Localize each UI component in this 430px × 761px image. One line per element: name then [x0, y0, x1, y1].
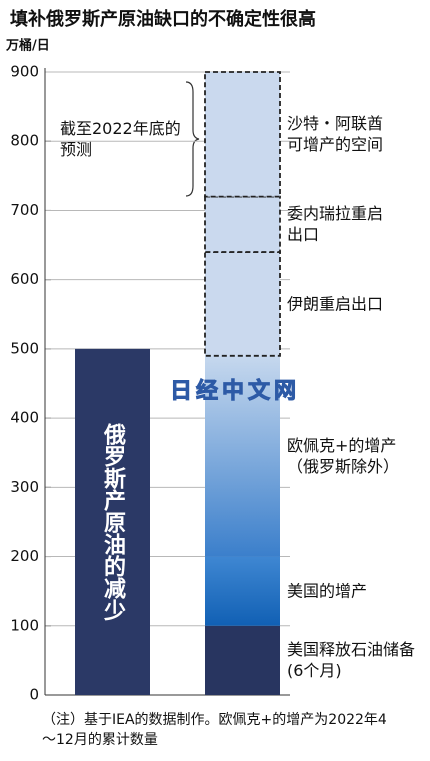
y-tick-label: 0	[29, 686, 39, 704]
y-tick-label: 900	[10, 63, 39, 81]
bar-label: 俄罗斯产原油的减少	[100, 422, 125, 621]
bar-segment	[75, 348, 150, 695]
bar-segment	[204, 71, 281, 198]
y-tick-label: 700	[10, 201, 39, 219]
footnote: （注）基于IEA的数据制作。欧佩克+的增产为2022年4～12月的累计数量	[42, 712, 387, 748]
y-tick-label: 500	[10, 339, 39, 357]
y-tick-label: 400	[10, 409, 39, 427]
bar-segment	[204, 251, 281, 357]
bar-segment	[204, 195, 281, 253]
y-axis-label: 万桶/日	[5, 38, 50, 54]
y-tick-label: 800	[10, 132, 39, 150]
y-tick-label: 200	[10, 547, 39, 565]
segment-label: 沙特・阿联酋可增产的空间	[287, 114, 384, 155]
brace	[185, 81, 200, 197]
chart-title: 填补俄罗斯产原油缺口的不确定性很高	[10, 8, 316, 30]
segment-label: 欧佩克+的增产（俄罗斯除外）	[287, 436, 400, 477]
segment-label: 美国释放石油储备(6个月)	[287, 640, 416, 681]
segment-label: 伊朗重启出口	[287, 294, 384, 314]
bar-segment	[205, 355, 280, 557]
bar-segment	[205, 625, 280, 695]
y-tick-label: 600	[10, 270, 39, 288]
y-tick-label: 100	[10, 616, 39, 634]
segment-label: 委内瑞拉重启出口	[287, 204, 384, 245]
segment-label: 美国的增产	[287, 581, 368, 601]
bar-segment	[205, 556, 280, 626]
annotation: 截至2022年底的预测	[60, 119, 181, 159]
y-tick-label: 300	[10, 478, 39, 496]
watermark: 日经中文网	[170, 378, 300, 404]
